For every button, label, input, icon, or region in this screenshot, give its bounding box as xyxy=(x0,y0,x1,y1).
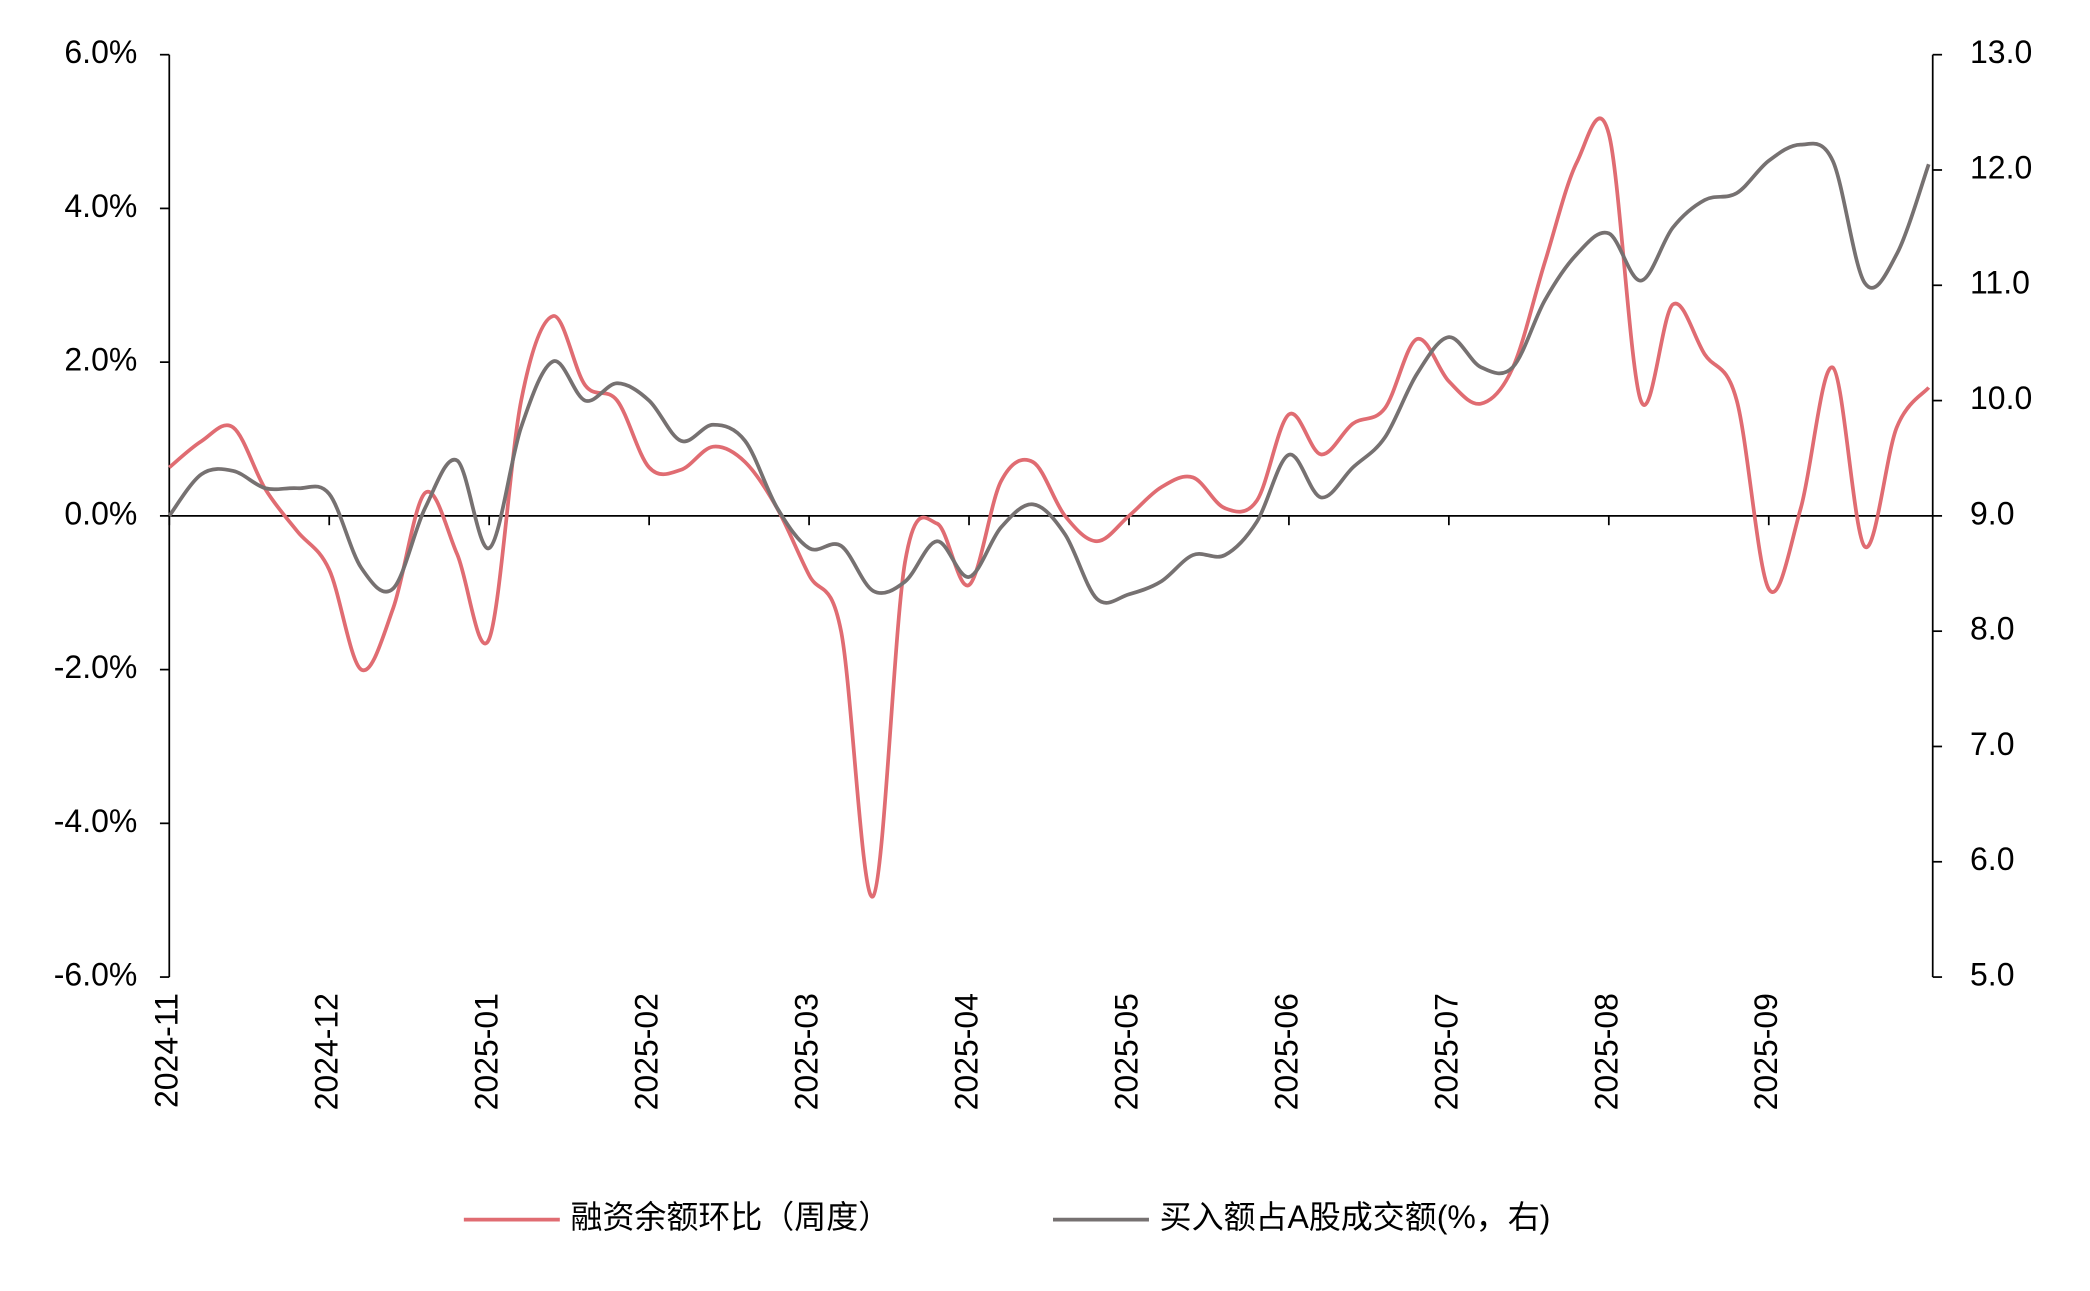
x-tick-label: 2025-06 xyxy=(1268,993,1304,1110)
series-line xyxy=(168,116,1931,899)
y2-tick-label: 10.0 xyxy=(1970,380,2032,416)
x-tick-label: 2025-04 xyxy=(948,993,984,1110)
y2-tick-label: 5.0 xyxy=(1970,957,2014,993)
x-tick-label: 2025-01 xyxy=(469,993,505,1110)
x-tick-label: 2025-08 xyxy=(1588,993,1624,1110)
x-tick-label: 2025-05 xyxy=(1108,993,1144,1110)
y-tick-label: 4.0% xyxy=(64,188,137,224)
y-tick-label: 2.0% xyxy=(64,342,137,378)
x-tick-label: 2025-07 xyxy=(1428,993,1464,1110)
y2-tick-label: 6.0 xyxy=(1970,841,2014,877)
y2-tick-label: 9.0 xyxy=(1970,495,2014,531)
series-line xyxy=(167,141,1931,605)
x-tick-label: 2025-02 xyxy=(629,993,665,1110)
x-tick-label: 2024-11 xyxy=(149,993,185,1108)
y2-tick-label: 7.0 xyxy=(1970,726,2014,762)
y-tick-label: 0.0% xyxy=(64,495,137,531)
y2-tick-label: 12.0 xyxy=(1970,149,2032,185)
legend-label: 融资余额环比（周度） xyxy=(570,1199,890,1235)
y-tick-label: -6.0% xyxy=(54,957,138,993)
legend-label: 买入额占A股成交额(%，右) xyxy=(1160,1199,1551,1235)
y-tick-label: -4.0% xyxy=(54,803,138,839)
y-tick-label: -2.0% xyxy=(54,649,138,685)
x-tick-label: 2024-12 xyxy=(309,993,345,1110)
y-tick-label: 6.0% xyxy=(64,34,137,70)
x-tick-label: 2025-09 xyxy=(1748,993,1784,1110)
x-tick-label: 2025-03 xyxy=(789,993,825,1110)
y2-tick-label: 11.0 xyxy=(1970,265,2030,301)
y2-tick-label: 8.0 xyxy=(1970,611,2014,647)
y2-tick-label: 13.0 xyxy=(1970,34,2032,70)
